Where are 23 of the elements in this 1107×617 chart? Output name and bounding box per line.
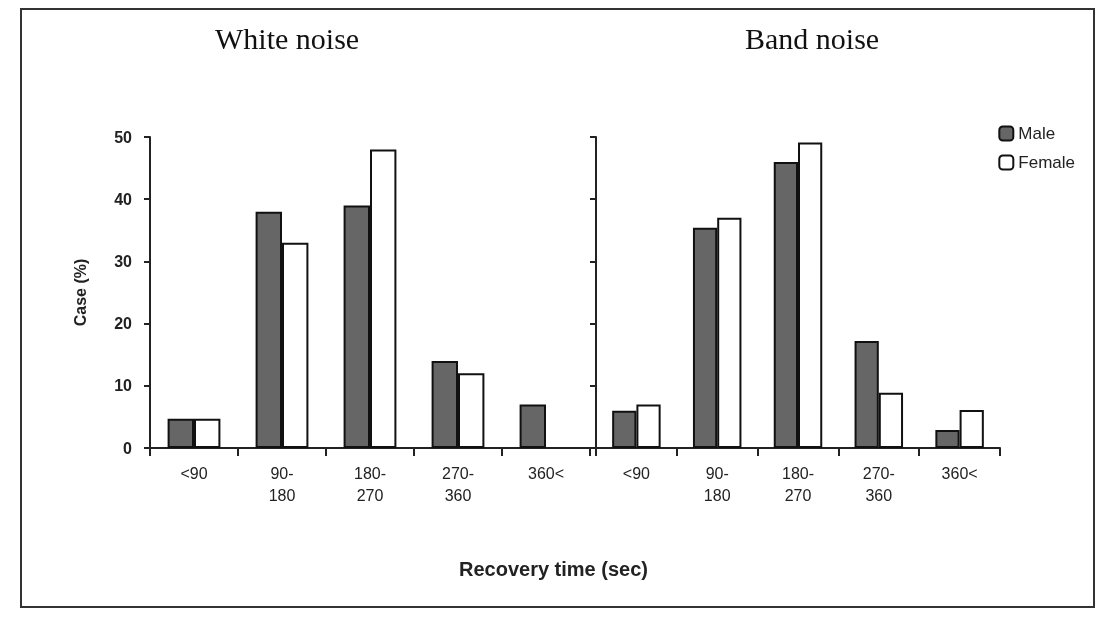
legend-label: Female — [1018, 153, 1075, 172]
chart-title: White noise — [215, 21, 360, 55]
y-tick-label: 30 — [114, 252, 133, 270]
x-tick-label: <90 — [622, 464, 651, 482]
y-tick-label: 20 — [114, 315, 133, 333]
chart-title: Band noise — [745, 21, 880, 55]
legend-label: Male — [1018, 124, 1056, 143]
x-tick-label: 270-360 — [862, 464, 895, 504]
x-tick-label: 360< — [527, 464, 565, 482]
x-tick-label: 180-270 — [353, 464, 387, 504]
x-tick-label: 90-180 — [268, 464, 296, 504]
y-tick-label: 0 — [123, 439, 133, 457]
y-axis-title: Case (%) — [71, 258, 89, 327]
x-tick-label: 270-360 — [441, 464, 475, 504]
bar — [519, 404, 546, 448]
x-tick-label: 90-180 — [703, 464, 731, 504]
x-axis-title: Recovery time (sec) — [458, 558, 649, 581]
x-tick-label: <90 — [180, 464, 208, 482]
y-tick-label: 40 — [114, 190, 133, 208]
x-tick-label: 360< — [941, 464, 978, 482]
x-tick-label: 180-270 — [781, 464, 815, 504]
y-tick-label: 50 — [114, 128, 133, 146]
y-tick-label: 10 — [114, 377, 133, 395]
